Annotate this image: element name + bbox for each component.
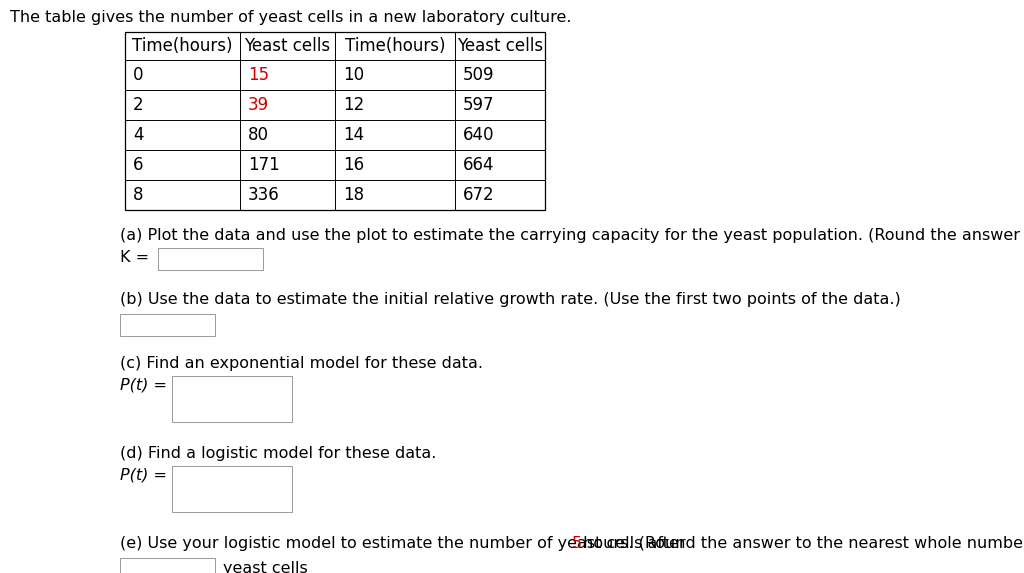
Text: 39: 39 bbox=[248, 96, 269, 114]
Bar bbox=[120, 314, 215, 336]
Text: Yeast cells: Yeast cells bbox=[457, 37, 543, 55]
Text: hours. (Round the answer to the nearest whole number.): hours. (Round the answer to the nearest … bbox=[579, 536, 1024, 551]
Text: P(t) =: P(t) = bbox=[120, 468, 167, 483]
Text: 5: 5 bbox=[572, 536, 583, 551]
Text: 12: 12 bbox=[343, 96, 365, 114]
Text: 640: 640 bbox=[463, 126, 495, 144]
Bar bbox=[120, 558, 215, 573]
Text: 80: 80 bbox=[248, 126, 269, 144]
Bar bbox=[172, 376, 292, 422]
Text: Yeast cells: Yeast cells bbox=[245, 37, 331, 55]
Text: 4: 4 bbox=[133, 126, 143, 144]
Text: 6: 6 bbox=[133, 156, 143, 174]
Text: 336: 336 bbox=[248, 186, 280, 204]
Text: yeast cells: yeast cells bbox=[223, 562, 308, 573]
Text: 171: 171 bbox=[248, 156, 280, 174]
Bar bbox=[125, 32, 545, 210]
Text: 18: 18 bbox=[343, 186, 365, 204]
Text: P(t) =: P(t) = bbox=[120, 378, 167, 393]
Text: (b) Use the data to estimate the initial relative growth rate. (Use the first tw: (b) Use the data to estimate the initial… bbox=[120, 292, 901, 307]
Text: 2: 2 bbox=[133, 96, 143, 114]
Text: (e) Use your logistic model to estimate the number of yeast cells after: (e) Use your logistic model to estimate … bbox=[120, 536, 691, 551]
Text: 0: 0 bbox=[133, 66, 143, 84]
Text: (a) Plot the data and use the plot to estimate the carrying capacity for the yea: (a) Plot the data and use the plot to es… bbox=[120, 228, 1024, 243]
Bar bbox=[158, 248, 263, 270]
Text: (d) Find a logistic model for these data.: (d) Find a logistic model for these data… bbox=[120, 446, 436, 461]
Text: 16: 16 bbox=[343, 156, 365, 174]
Text: 597: 597 bbox=[463, 96, 495, 114]
Text: Time(hours): Time(hours) bbox=[345, 37, 445, 55]
Text: 509: 509 bbox=[463, 66, 495, 84]
Text: The table gives the number of yeast cells in a new laboratory culture.: The table gives the number of yeast cell… bbox=[10, 10, 571, 25]
Text: 15: 15 bbox=[248, 66, 269, 84]
Text: 8: 8 bbox=[133, 186, 143, 204]
Text: 672: 672 bbox=[463, 186, 495, 204]
Text: Time(hours): Time(hours) bbox=[132, 37, 232, 55]
Bar bbox=[172, 466, 292, 512]
Text: 10: 10 bbox=[343, 66, 365, 84]
Text: (c) Find an exponential model for these data.: (c) Find an exponential model for these … bbox=[120, 356, 483, 371]
Text: 14: 14 bbox=[343, 126, 365, 144]
Text: K =: K = bbox=[120, 250, 150, 265]
Text: 664: 664 bbox=[463, 156, 495, 174]
